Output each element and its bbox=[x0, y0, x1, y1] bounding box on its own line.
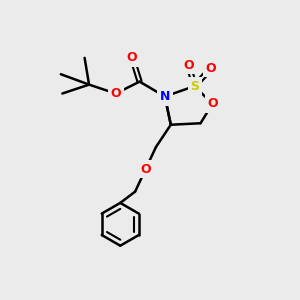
Text: O: O bbox=[183, 59, 194, 72]
Text: S: S bbox=[190, 80, 199, 93]
Text: O: O bbox=[207, 98, 218, 110]
Text: O: O bbox=[110, 87, 121, 100]
Text: O: O bbox=[206, 62, 216, 75]
Text: O: O bbox=[140, 163, 151, 176]
Text: O: O bbox=[127, 51, 137, 64]
Text: N: N bbox=[160, 90, 170, 103]
